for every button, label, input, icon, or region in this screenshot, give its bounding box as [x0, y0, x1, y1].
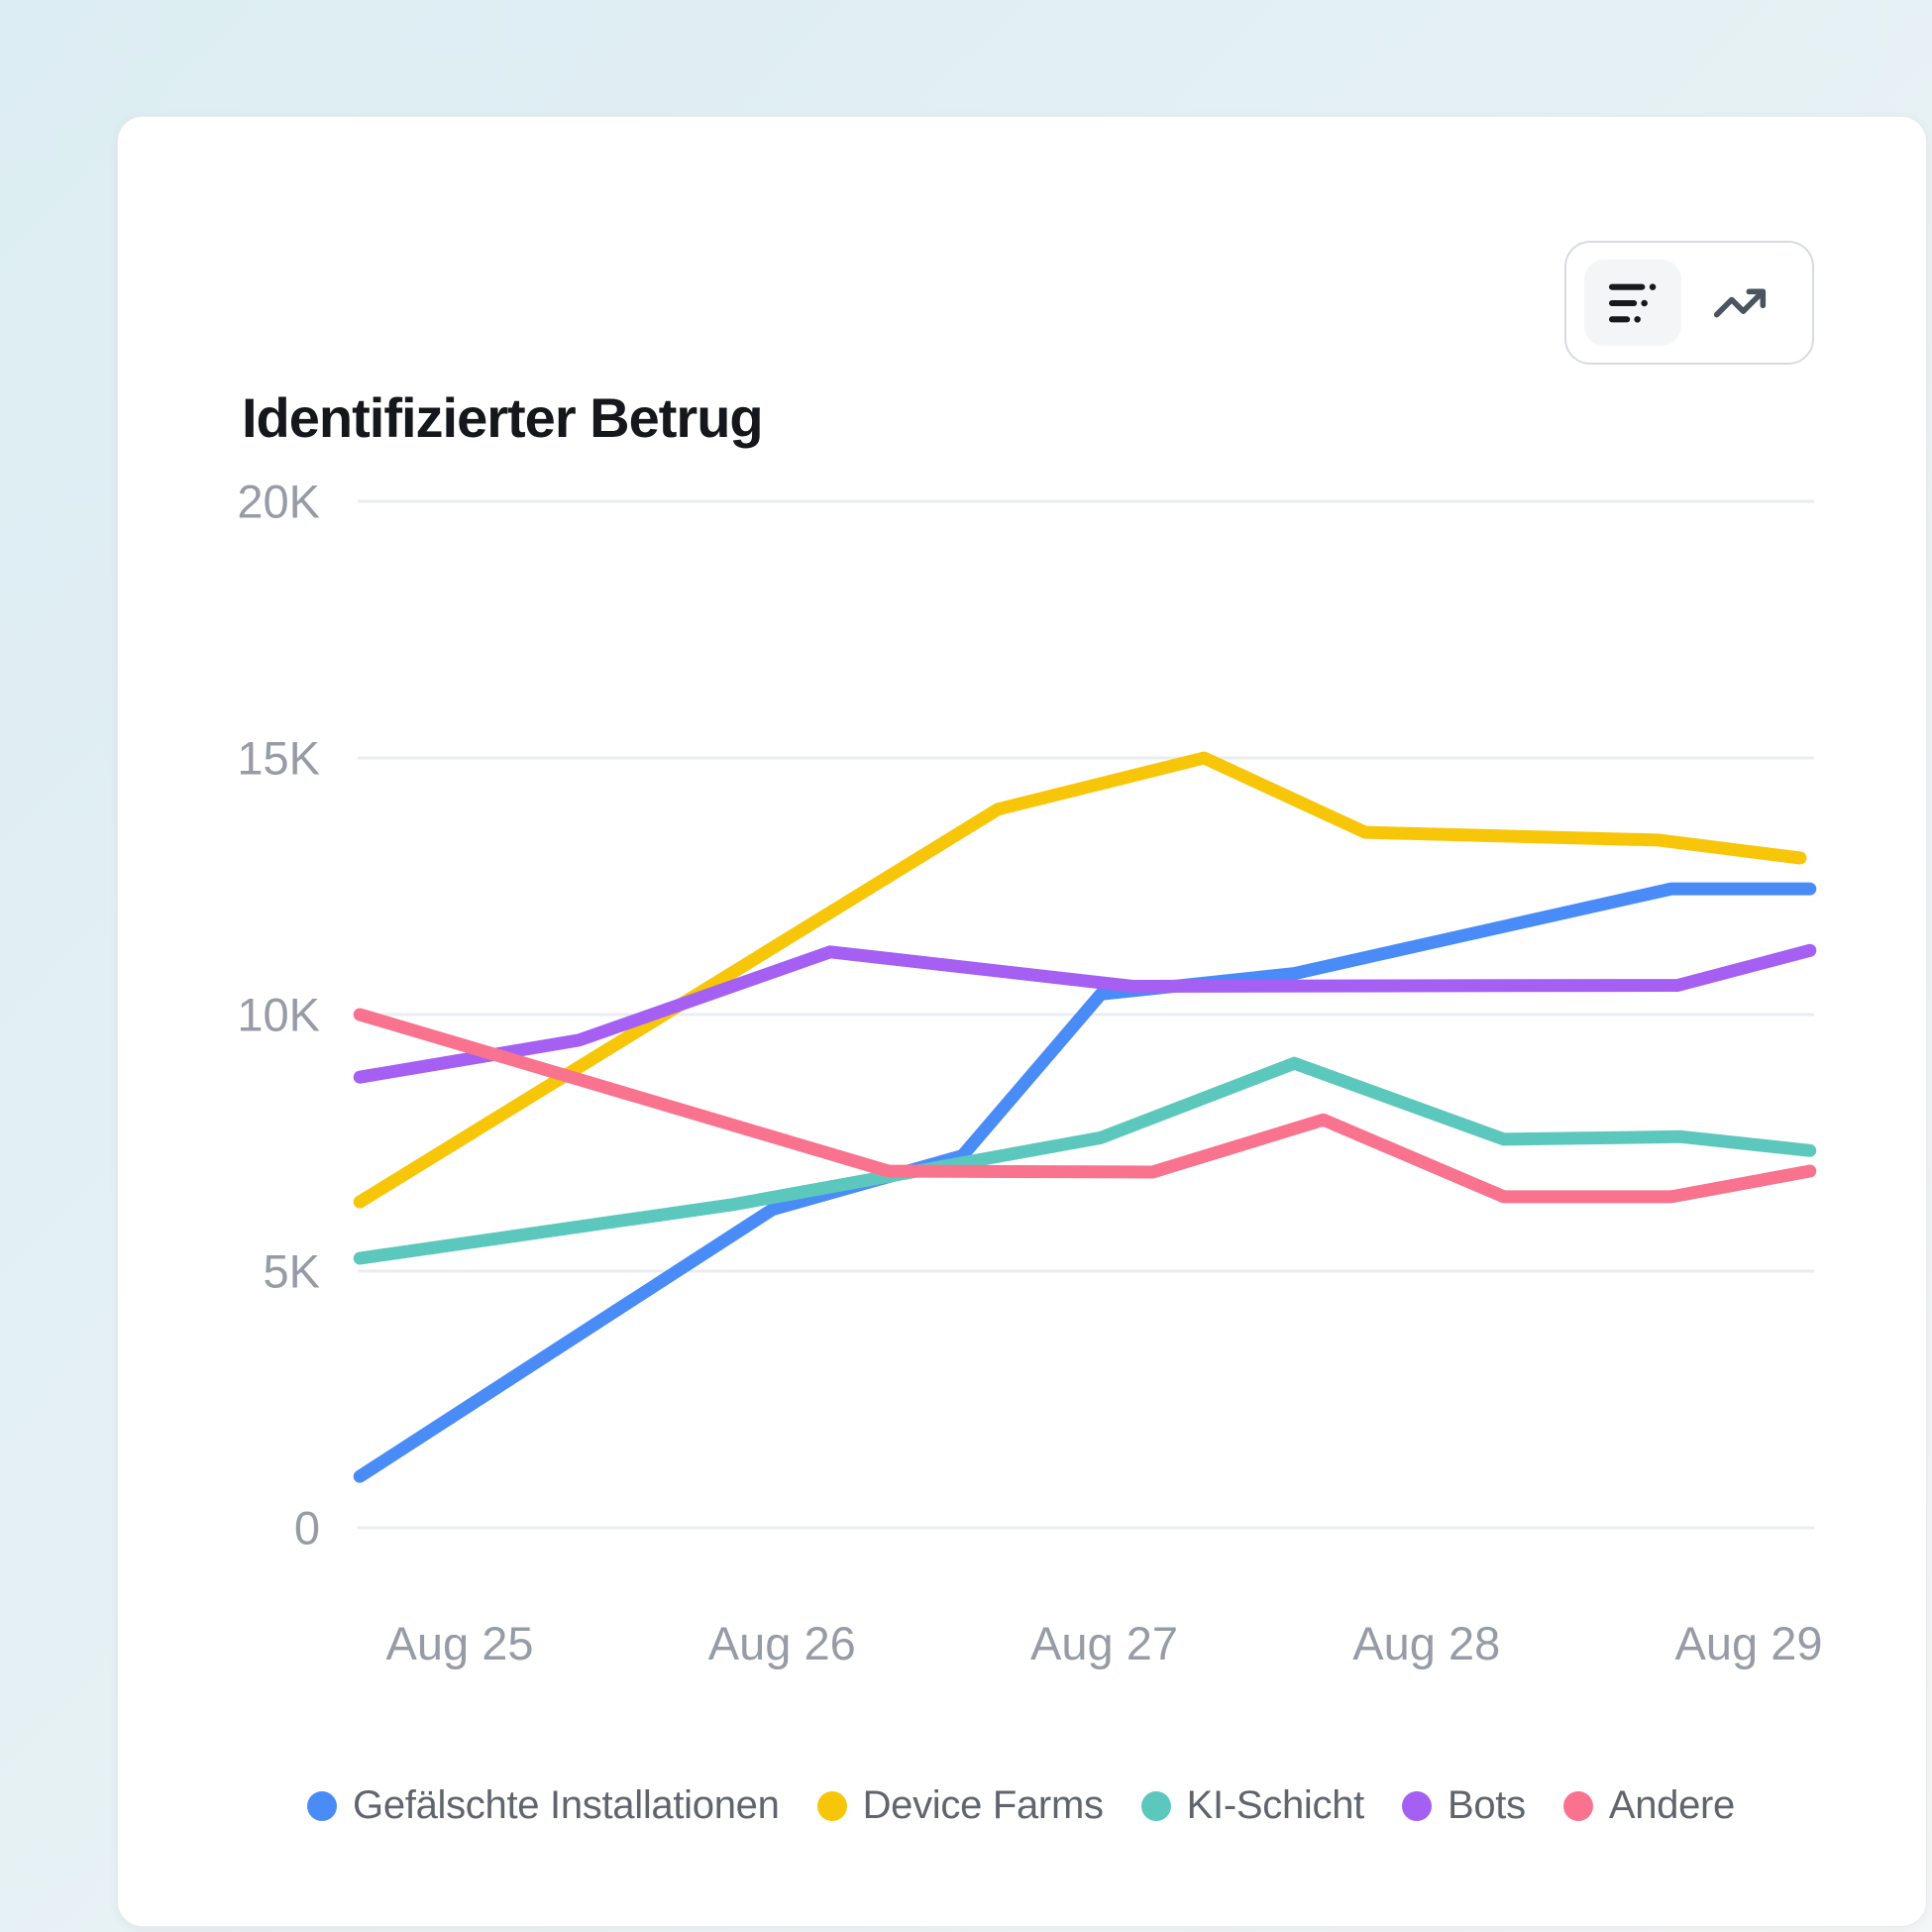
legend-dot-icon	[1140, 1790, 1171, 1821]
legend-item-device-farms[interactable]: Device Farms	[816, 1783, 1104, 1828]
chart-card: Identifizierter Betrug	[117, 116, 1927, 1927]
trending-up-icon	[1713, 288, 1767, 317]
page-title: Identifizierter Betrug	[242, 386, 764, 449]
chart-legend: Gefälschte Installationen Device Farms KI-…	[117, 1783, 1925, 1828]
legend-item-bots[interactable]: Bots	[1401, 1783, 1526, 1828]
legend-label: Bots	[1447, 1783, 1526, 1827]
view-toggle	[1564, 241, 1814, 365]
legend-label: Andere	[1608, 1783, 1735, 1827]
legend-dot-icon	[1562, 1790, 1593, 1821]
legend-label: Gefälschte Installationen	[353, 1783, 780, 1827]
legend-item-ki-schicht[interactable]: KI-Schicht	[1140, 1783, 1365, 1828]
legend-dot-icon	[1401, 1790, 1432, 1821]
legend-label: KI-Schicht	[1186, 1783, 1365, 1827]
legend-dot-icon	[307, 1790, 337, 1821]
legend-dot-icon	[816, 1790, 847, 1821]
legend-item-andere[interactable]: Andere	[1562, 1783, 1735, 1828]
summary-view-button[interactable]	[1584, 260, 1681, 346]
legend-item-gefälschte-installationen[interactable]: Gefälschte Installationen	[307, 1783, 780, 1828]
trend-view-button[interactable]	[1691, 260, 1788, 346]
list-summary-icon	[1608, 282, 1657, 323]
legend-label: Device Farms	[862, 1783, 1104, 1827]
